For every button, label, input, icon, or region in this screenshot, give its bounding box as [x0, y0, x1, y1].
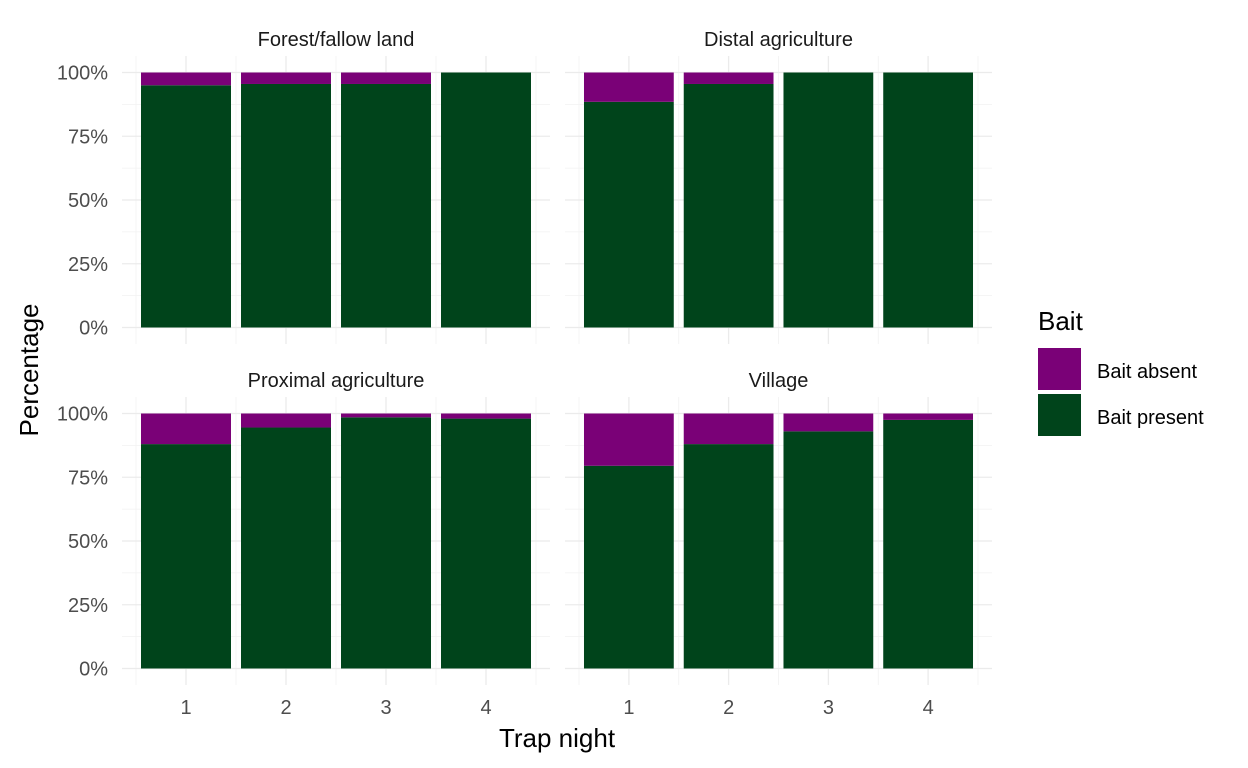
x-tick-label: 2 — [280, 697, 291, 719]
x-tick-label: 3 — [380, 697, 391, 719]
bar-bait-absent — [683, 413, 774, 445]
bar-bait-absent — [341, 413, 431, 418]
panels-layer: Forest/fallow land 0% 25% 50% 75% 100% Distal … — [57, 29, 992, 719]
bar-bait-absent — [583, 72, 674, 102]
bar-bait-absent — [583, 413, 674, 466]
bar-bait-absent — [783, 413, 874, 432]
bar-bait-present — [783, 72, 874, 328]
x-tick-label: 3 — [823, 697, 834, 719]
y-tick-label: 25% — [68, 254, 108, 276]
bar-bait-present — [141, 85, 231, 328]
y-tick-label: 50% — [68, 190, 108, 212]
y-tick-label: 100% — [57, 404, 108, 426]
x-tick-label: 1 — [180, 697, 191, 719]
bar-bait-absent — [141, 413, 231, 445]
y-tick-label: 75% — [68, 126, 108, 148]
legend-label-bait-absent: Bait absent — [1097, 361, 1198, 383]
panel-proximal-agriculture: Proximal agriculture 0% 25% 50% 75% 100% 1 2 3 4 — [57, 370, 550, 719]
bar-bait-absent — [341, 72, 431, 84]
bar-bait-present — [883, 72, 974, 328]
y-tick-label: 25% — [68, 595, 108, 617]
bar-bait-present — [341, 83, 431, 328]
panel-title: Distal agriculture — [704, 29, 853, 51]
panel-forest-fallow-land: Forest/fallow land 0% 25% 50% 75% 100% — [57, 29, 550, 344]
bar-bait-absent — [883, 413, 974, 420]
y-tick-label: 75% — [68, 467, 108, 489]
panel-title: Village — [749, 370, 809, 392]
y-axis-title: Percentage — [14, 304, 44, 437]
x-tick-label: 4 — [923, 697, 934, 719]
panel-village: Village 1 2 3 4 — [565, 370, 992, 719]
bar-bait-present — [241, 427, 331, 669]
legend-label-bait-present: Bait present — [1097, 407, 1204, 429]
legend-title: Bait — [1038, 306, 1084, 336]
x-tick-label: 1 — [623, 697, 634, 719]
y-tick-label: 50% — [68, 531, 108, 553]
bar-bait-present — [341, 417, 431, 669]
x-axis-title: Trap night — [499, 723, 616, 753]
legend: Bait Bait absent Bait present — [1038, 306, 1204, 436]
bar-bait-absent — [241, 413, 331, 428]
x-tick-label: 4 — [480, 697, 491, 719]
bar-bait-absent — [683, 72, 774, 84]
y-tick-label: 0% — [79, 659, 108, 681]
bar-bait-present — [441, 72, 531, 328]
bar-bait-present — [583, 465, 674, 669]
y-tick-label: 0% — [79, 318, 108, 340]
panel-distal-agriculture: Distal agriculture — [565, 29, 992, 344]
bar-bait-present — [241, 83, 331, 328]
bar-bait-present — [141, 444, 231, 669]
bar-bait-present — [583, 101, 674, 328]
panel-title: Forest/fallow land — [258, 29, 415, 51]
bar-bait-absent — [241, 72, 331, 84]
bar-bait-present — [441, 418, 531, 669]
bar-bait-present — [683, 83, 774, 328]
y-tick-label: 100% — [57, 63, 108, 85]
panel-title: Proximal agriculture — [248, 370, 425, 392]
bar-bait-present — [783, 431, 874, 669]
bar-bait-absent — [141, 72, 231, 86]
bar-bait-present — [883, 419, 974, 669]
bar-bait-absent — [441, 413, 531, 419]
bar-bait-present — [683, 444, 774, 669]
legend-key-bait-absent — [1038, 348, 1081, 390]
x-tick-label: 2 — [723, 697, 734, 719]
legend-key-bait-present — [1038, 394, 1081, 436]
